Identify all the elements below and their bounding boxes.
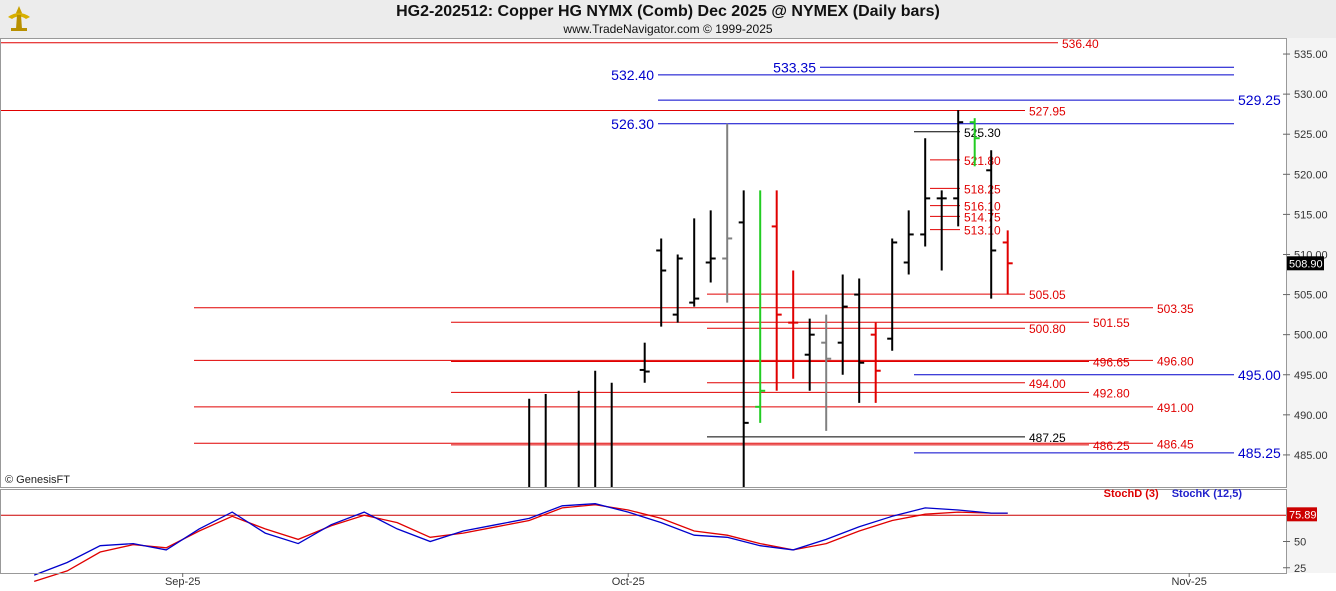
date-tick-label: Sep-25 xyxy=(165,576,200,588)
logo-icon xyxy=(8,6,30,31)
level-label: 491.00 xyxy=(1157,401,1194,415)
price-tick-label: 520.00 xyxy=(1294,169,1328,181)
level-label: 486.45 xyxy=(1157,437,1194,451)
stoch-value-box xyxy=(1287,507,1317,522)
price-bars xyxy=(528,110,1013,487)
price-tick-label: 525.00 xyxy=(1294,129,1328,141)
stoch-tick-label: 25 xyxy=(1294,563,1306,575)
level-label: 495.00 xyxy=(1238,367,1281,383)
price-tick-label: 530.00 xyxy=(1294,89,1328,101)
date-tick-label: Oct-25 xyxy=(612,576,645,588)
level-label: 486.25 xyxy=(1093,439,1130,453)
chart-header xyxy=(0,0,1336,38)
level-label: 533.35 xyxy=(773,59,816,75)
price-tick-label: 500.00 xyxy=(1294,330,1328,342)
legend-stochk: StochK (12,5) xyxy=(1171,488,1242,500)
stoch-legend: StochD (3) StochK (12,5) xyxy=(1094,488,1242,500)
stochastic-lines xyxy=(33,503,1008,583)
axes: 485.00490.00495.00500.00505.00510.00515.… xyxy=(0,38,1336,588)
level-label: 503.35 xyxy=(1157,302,1194,316)
copyright-label: © GenesisFT xyxy=(5,474,70,486)
stoch-tick-label: 50 xyxy=(1294,537,1306,549)
level-label: 525.30 xyxy=(964,126,1001,140)
stoch-frame xyxy=(0,489,1287,574)
price-levels: 536.40 533.35 532.40 529.25 527.95 526.30 525.… xyxy=(0,37,1281,461)
price-tick-label: 495.00 xyxy=(1294,370,1328,382)
stoch-line-d xyxy=(34,504,1008,583)
date-tick-label: Nov-25 xyxy=(1171,576,1206,588)
main-frame xyxy=(0,38,1287,488)
last-price-box xyxy=(1287,256,1324,271)
level-label: 494.00 xyxy=(1029,377,1066,391)
axis-background xyxy=(1287,38,1336,573)
price-tick-label: 505.00 xyxy=(1294,290,1328,302)
level-label: 513.10 xyxy=(964,224,1001,238)
level-label: 536.40 xyxy=(1062,37,1099,51)
level-label: 501.55 xyxy=(1093,316,1130,330)
level-label: 529.25 xyxy=(1238,92,1281,108)
level-label: 496.80 xyxy=(1157,354,1194,368)
level-label: 526.30 xyxy=(611,116,654,132)
level-label: 500.80 xyxy=(1029,322,1066,336)
level-label: 485.25 xyxy=(1238,445,1281,461)
price-tick-label: 515.00 xyxy=(1294,209,1328,221)
price-tick-label: 490.00 xyxy=(1294,410,1328,422)
price-tick-label: 485.00 xyxy=(1294,450,1328,462)
price-tick-label: 535.00 xyxy=(1294,49,1328,61)
last-price-label: 508.90 xyxy=(1289,258,1323,270)
level-label: 532.40 xyxy=(611,67,654,83)
level-label: 492.80 xyxy=(1093,386,1130,400)
level-label: 518.25 xyxy=(964,182,1001,196)
chart-title: HG2-202512: Copper HG NYMX (Comb) Dec 20… xyxy=(396,3,940,20)
level-label: 527.95 xyxy=(1029,105,1066,119)
level-label: 521.80 xyxy=(964,154,1001,168)
level-label: 514.75 xyxy=(964,210,1001,224)
level-label: 487.25 xyxy=(1029,431,1066,445)
stoch-line-k xyxy=(33,503,1008,576)
legend-stochd: StochD (3) xyxy=(1103,488,1159,500)
chart-subtitle: www.TradeNavigator.com © 1999-2025 xyxy=(563,22,773,36)
level-label: 505.05 xyxy=(1029,288,1066,302)
stoch-value-label: 75.89 xyxy=(1289,509,1317,521)
level-label: 496.65 xyxy=(1093,356,1130,370)
